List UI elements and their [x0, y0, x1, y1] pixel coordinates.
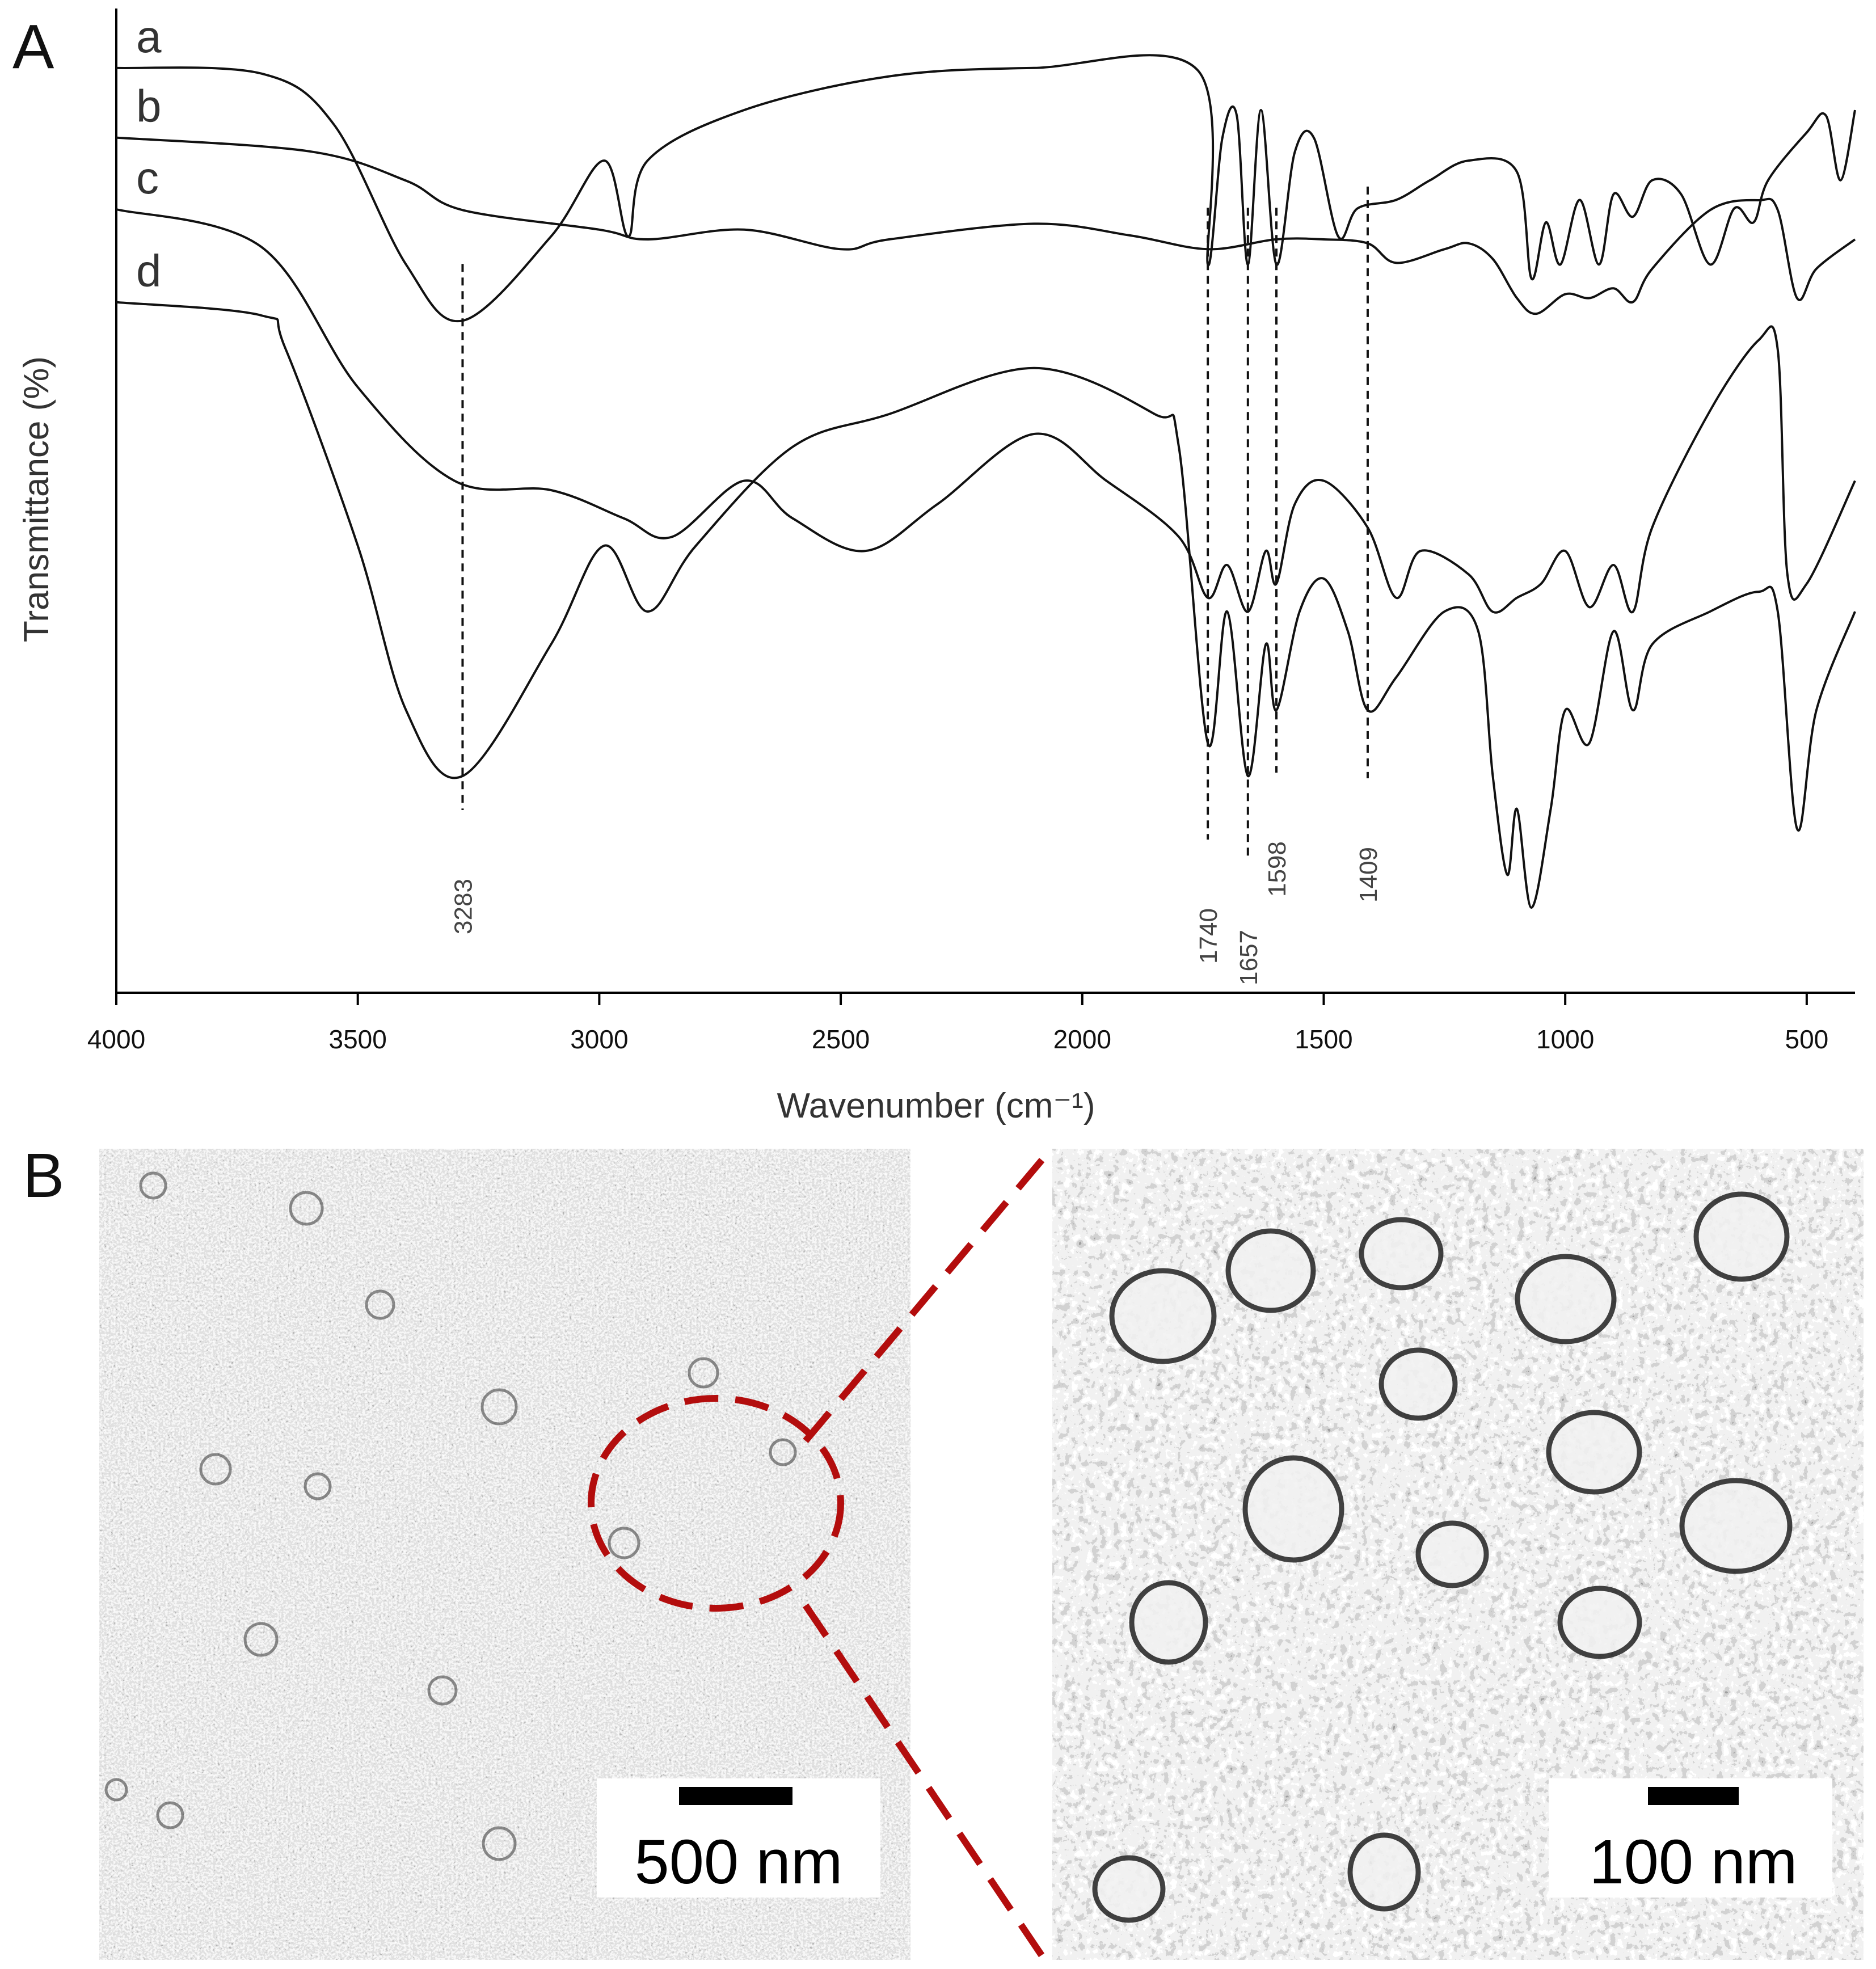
- peak-label: 1740: [1195, 908, 1222, 964]
- scale-label-left: 500 nm: [635, 1827, 843, 1897]
- peak-label: 1598: [1263, 841, 1291, 897]
- tem-left-image: 500 nm: [99, 1149, 910, 1960]
- zoom-line-top: [803, 1152, 1049, 1443]
- x-ticks: 4000 3500 3000 2500 2000 1500 1000 500: [87, 993, 1828, 1054]
- scale-bar-left: [679, 1787, 792, 1805]
- x-tick-label: 2000: [1053, 1024, 1111, 1054]
- zoom-line-bottom: [803, 1603, 1049, 1965]
- scale-bar-right: [1648, 1787, 1739, 1805]
- curve-label-b: b: [136, 81, 162, 132]
- zoom-connector-lines: [803, 1152, 1049, 1965]
- x-tick-label: 4000: [87, 1024, 145, 1054]
- spectrum-a: [116, 54, 1856, 323]
- curve-label-a: a: [136, 11, 162, 62]
- peak-label: 1657: [1235, 930, 1263, 985]
- spectrum-c: [116, 208, 1856, 614]
- x-tick-label: 500: [1785, 1024, 1828, 1054]
- curve-label-c: c: [136, 153, 159, 203]
- zoom-region-circle: [588, 1395, 844, 1612]
- y-axis-title: Transmittance (%): [17, 356, 56, 642]
- x-tick-label: 3000: [570, 1024, 628, 1054]
- tem-right-image: 100 nm: [1052, 1149, 1864, 1960]
- spectra: [116, 54, 1856, 909]
- spectrum-d: [116, 301, 1856, 909]
- x-tick-label: 1000: [1536, 1024, 1594, 1054]
- peak-label: 1409: [1355, 847, 1382, 903]
- x-tick-label: 3500: [329, 1024, 387, 1054]
- scale-label-right: 100 nm: [1590, 1827, 1798, 1897]
- curve-label-d: d: [136, 246, 162, 296]
- spectrum-b: [116, 136, 1856, 315]
- x-tick-label: 2500: [812, 1024, 870, 1054]
- peak-markers: 3283 1740 1657 1598 1409: [449, 186, 1382, 985]
- right-particle-outlines: [1092, 1191, 1793, 1923]
- panel-b-letter: B: [23, 1141, 64, 1211]
- peak-label: 3283: [449, 879, 477, 934]
- panel-a-letter: A: [12, 12, 54, 82]
- left-particle-outlines: [104, 1171, 855, 1861]
- x-tick-label: 1500: [1295, 1024, 1352, 1054]
- x-axis-title: Wavenumber (cm⁻¹): [777, 1086, 1095, 1125]
